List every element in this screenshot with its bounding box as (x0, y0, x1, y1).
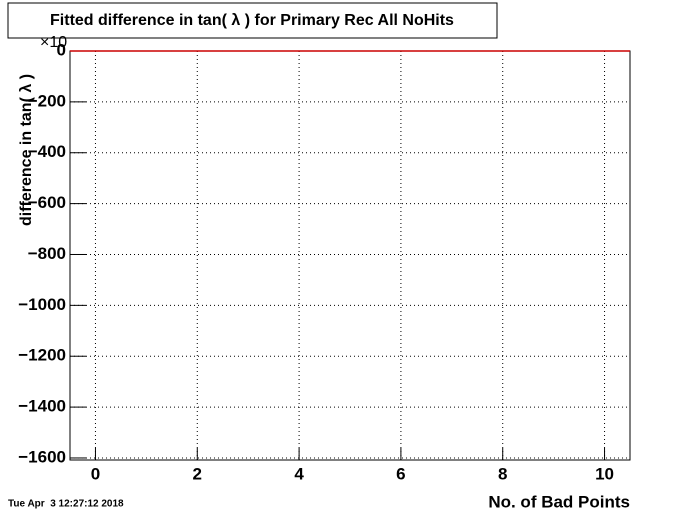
plot-frame (69, 50, 631, 461)
x-tick-label: 2 (193, 464, 202, 483)
y-tick-label: 0 (57, 40, 66, 59)
y-tick-label: −1000 (18, 295, 66, 314)
x-tick-label: 4 (294, 464, 304, 483)
x-axis-label: No. of Bad Points (488, 492, 630, 511)
y-tick-label: −200 (28, 91, 66, 110)
x-tick-label: 6 (396, 464, 405, 483)
y-axis-label: difference in tan( λ ) (18, 74, 35, 226)
y-tick-label: −600 (28, 193, 66, 212)
x-tick-label: 8 (498, 464, 507, 483)
chart-title: Fitted difference in tan( λ ) for Primar… (50, 12, 454, 29)
y-multiplier: ×10 (40, 34, 67, 51)
y-tick-label: −1400 (18, 397, 66, 416)
title-box (7, 2, 498, 39)
x-tick-label: 0 (91, 464, 100, 483)
y-tick-label: −400 (28, 142, 66, 161)
y-tick-label: −1200 (18, 346, 66, 365)
timestamp: Tue Apr 3 12:27:12 2018 (8, 499, 124, 510)
y-tick-label: −1600 (18, 447, 66, 466)
y-tick-label: −800 (28, 244, 66, 263)
x-tick-label: 10 (595, 464, 614, 483)
